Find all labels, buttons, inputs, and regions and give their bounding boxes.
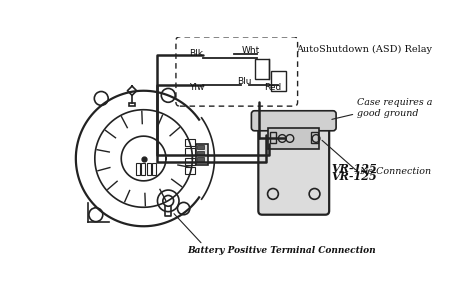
Bar xyxy=(129,103,135,106)
FancyBboxPatch shape xyxy=(251,111,336,131)
Text: AutoShutdown (ASD) Relay: AutoShutdown (ASD) Relay xyxy=(296,45,432,54)
Bar xyxy=(198,145,204,149)
Bar xyxy=(268,128,319,149)
Bar xyxy=(146,163,151,175)
Bar xyxy=(198,151,204,155)
FancyBboxPatch shape xyxy=(258,116,329,215)
Bar xyxy=(270,132,276,143)
Text: Ylw: Ylw xyxy=(189,83,204,92)
Bar xyxy=(136,163,140,175)
Bar xyxy=(255,59,269,79)
Text: Blk: Blk xyxy=(189,49,203,58)
Bar xyxy=(198,157,204,161)
Bar xyxy=(196,144,208,165)
Text: Red: Red xyxy=(264,83,282,92)
Bar xyxy=(152,163,156,175)
Text: Blu: Blu xyxy=(237,77,252,86)
Bar xyxy=(271,71,286,91)
Bar xyxy=(311,132,318,143)
Text: VR-125: VR-125 xyxy=(331,163,377,174)
Bar xyxy=(185,158,195,165)
Bar xyxy=(185,139,195,146)
Text: No Connection: No Connection xyxy=(359,167,431,176)
Text: Case requires a
good ground: Case requires a good ground xyxy=(357,99,432,118)
Bar xyxy=(141,163,145,175)
Bar xyxy=(185,167,195,174)
Bar xyxy=(185,149,195,155)
Text: VR-125: VR-125 xyxy=(331,171,377,182)
Text: Battery Positive Terminal Connection: Battery Positive Terminal Connection xyxy=(188,247,376,255)
Text: Wht: Wht xyxy=(241,46,260,55)
